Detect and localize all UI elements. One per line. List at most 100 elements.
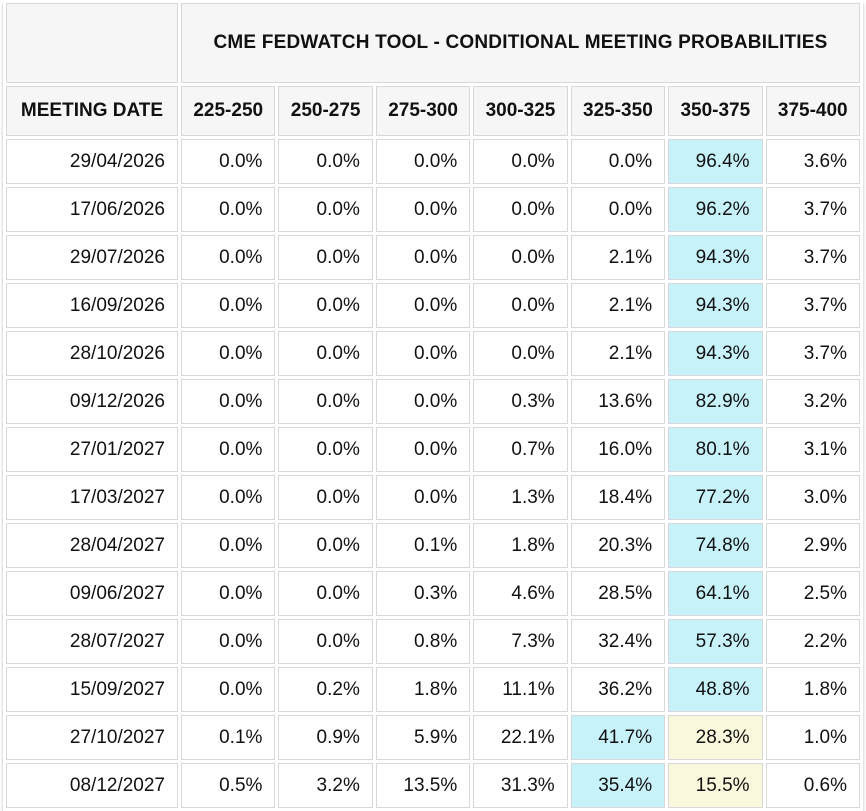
probability-cell: 2.2% xyxy=(765,619,860,664)
probability-cell: 1.8% xyxy=(473,523,568,568)
probability-cell: 1.0% xyxy=(765,715,860,760)
probability-cell: 3.2% xyxy=(278,763,373,808)
fedwatch-table-frame: CME FEDWATCH TOOL - CONDITIONAL MEETING … xyxy=(3,0,863,811)
probability-cell: 32.4% xyxy=(570,619,666,664)
probability-cell: 0.0% xyxy=(181,619,276,664)
probability-cell: 2.1% xyxy=(570,331,666,376)
table-row: 16/09/2026 0.0% 0.0% 0.0% 0.0% 2.1% 94.3% 3.7% xyxy=(6,283,860,328)
probability-cell: 2.1% xyxy=(570,235,666,280)
table-row: 29/07/2026 0.0% 0.0% 0.0% 0.0% 2.1% 94.3% 3.7% xyxy=(6,235,860,280)
probability-cell: 0.0% xyxy=(278,523,373,568)
probability-cell: 2.5% xyxy=(765,571,860,616)
column-header-rate-325-350: 325-350 xyxy=(570,86,666,136)
probability-cell: 96.4% xyxy=(668,139,763,184)
probability-cell: 0.0% xyxy=(375,283,471,328)
conditional-meeting-probabilities-table: CME FEDWATCH TOOL - CONDITIONAL MEETING … xyxy=(3,0,863,811)
meeting-date-cell: 29/07/2026 xyxy=(6,235,178,280)
probability-cell: 0.0% xyxy=(375,235,471,280)
meeting-date-cell: 28/10/2026 xyxy=(6,331,178,376)
probability-cell: 3.7% xyxy=(765,331,860,376)
probability-cell: 0.0% xyxy=(278,235,373,280)
meeting-date-cell: 08/12/2027 xyxy=(6,763,178,808)
meeting-date-cell: 17/03/2027 xyxy=(6,475,178,520)
probability-cell: 22.1% xyxy=(473,715,568,760)
probability-cell: 20.3% xyxy=(570,523,666,568)
probability-cell: 3.7% xyxy=(765,283,860,328)
probability-cell: 11.1% xyxy=(473,667,568,712)
meeting-date-cell: 27/01/2027 xyxy=(6,427,178,472)
column-header-rate-375-400: 375-400 xyxy=(765,86,860,136)
probability-cell: 0.0% xyxy=(278,283,373,328)
column-header-rate-275-300: 275-300 xyxy=(375,86,471,136)
probability-cell: 0.0% xyxy=(181,139,276,184)
probability-cell: 3.2% xyxy=(765,379,860,424)
column-header-rate-300-325: 300-325 xyxy=(473,86,568,136)
probability-cell: 0.9% xyxy=(278,715,373,760)
probability-cell: 2.1% xyxy=(570,283,666,328)
probability-cell: 7.3% xyxy=(473,619,568,664)
meeting-date-cell: 15/09/2027 xyxy=(6,667,178,712)
probability-cell: 0.0% xyxy=(473,187,568,232)
table-row: 17/06/2026 0.0% 0.0% 0.0% 0.0% 0.0% 96.2% 3.7% xyxy=(6,187,860,232)
probability-cell: 0.0% xyxy=(473,139,568,184)
probability-cell: 0.0% xyxy=(181,235,276,280)
meeting-date-cell: 28/04/2027 xyxy=(6,523,178,568)
probability-cell: 0.0% xyxy=(375,427,471,472)
probability-cell: 0.0% xyxy=(473,235,568,280)
probability-cell: 0.1% xyxy=(375,523,471,568)
column-header-rate-250-275: 250-275 xyxy=(278,86,373,136)
probability-cell: 82.9% xyxy=(668,379,763,424)
probability-cell: 3.7% xyxy=(765,187,860,232)
probability-cell: 0.0% xyxy=(181,283,276,328)
table-row: 28/10/2026 0.0% 0.0% 0.0% 0.0% 2.1% 94.3% 3.7% xyxy=(6,331,860,376)
meeting-date-cell: 09/06/2027 xyxy=(6,571,178,616)
probability-cell: 0.5% xyxy=(181,763,276,808)
table-title: CME FEDWATCH TOOL - CONDITIONAL MEETING … xyxy=(181,3,860,83)
probability-cell: 0.0% xyxy=(278,571,373,616)
meeting-date-cell: 28/07/2027 xyxy=(6,619,178,664)
probability-cell: 28.3% xyxy=(668,715,763,760)
probability-cell: 0.0% xyxy=(181,331,276,376)
meeting-date-cell: 17/06/2026 xyxy=(6,187,178,232)
probability-cell: 74.8% xyxy=(668,523,763,568)
probability-cell: 4.6% xyxy=(473,571,568,616)
meeting-date-cell: 29/04/2026 xyxy=(6,139,178,184)
probability-cell: 0.0% xyxy=(181,379,276,424)
probability-cell: 0.0% xyxy=(181,667,276,712)
probability-cell: 94.3% xyxy=(668,283,763,328)
probability-cell: 15.5% xyxy=(668,763,763,808)
probability-cell: 13.6% xyxy=(570,379,666,424)
table-row: 29/04/2026 0.0% 0.0% 0.0% 0.0% 0.0% 96.4% 3.6% xyxy=(6,139,860,184)
meeting-date-cell: 27/10/2027 xyxy=(6,715,178,760)
probability-cell: 18.4% xyxy=(570,475,666,520)
probability-cell: 16.0% xyxy=(570,427,666,472)
probability-cell: 0.0% xyxy=(278,139,373,184)
probability-cell: 0.0% xyxy=(375,379,471,424)
probability-cell: 0.0% xyxy=(181,427,276,472)
table-row: 28/07/2027 0.0% 0.0% 0.8% 7.3% 32.4% 57.3% 2.2% xyxy=(6,619,860,664)
probability-cell: 77.2% xyxy=(668,475,763,520)
column-header-row: MEETING DATE 225-250 250-275 275-300 300-32… xyxy=(6,86,860,136)
probability-cell: 0.0% xyxy=(181,187,276,232)
probability-cell: 80.1% xyxy=(668,427,763,472)
table-row: 08/12/2027 0.5% 3.2% 13.5% 31.3% 35.4% 15.5% 0.… xyxy=(6,763,860,808)
probability-cell: 0.0% xyxy=(570,139,666,184)
probability-cell: 0.0% xyxy=(278,379,373,424)
probability-cell: 41.7% xyxy=(570,715,666,760)
column-header-meeting-date: MEETING DATE xyxy=(6,86,178,136)
probability-cell: 0.0% xyxy=(278,427,373,472)
probability-cell: 0.3% xyxy=(375,571,471,616)
probability-cell: 0.0% xyxy=(181,475,276,520)
table-row: 15/09/2027 0.0% 0.2% 1.8% 11.1% 36.2% 48.8% 1.8… xyxy=(6,667,860,712)
table-row: 27/10/2027 0.1% 0.9% 5.9% 22.1% 41.7% 28.3% 1.0… xyxy=(6,715,860,760)
probability-cell: 0.8% xyxy=(375,619,471,664)
probability-cell: 3.7% xyxy=(765,235,860,280)
probability-cell: 0.0% xyxy=(181,523,276,568)
probability-cell: 1.8% xyxy=(765,667,860,712)
meeting-date-cell: 09/12/2026 xyxy=(6,379,178,424)
probability-cell: 0.0% xyxy=(473,331,568,376)
probability-cell: 0.0% xyxy=(278,619,373,664)
probability-cell: 0.6% xyxy=(765,763,860,808)
corner-cell xyxy=(6,3,178,83)
probability-cell: 0.0% xyxy=(278,187,373,232)
